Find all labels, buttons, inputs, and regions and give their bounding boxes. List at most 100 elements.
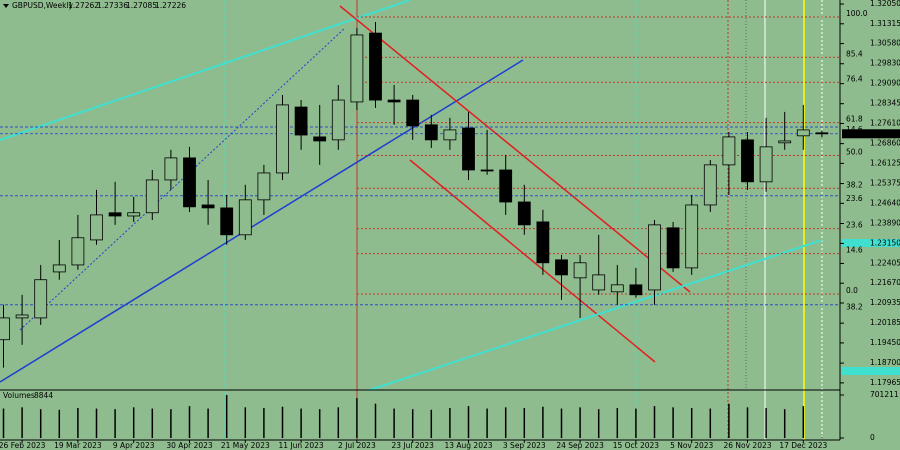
fib-label: 76.4 [846, 74, 863, 83]
y-tick-label: 1.29090 [870, 79, 900, 88]
fib-label: 50.0 [846, 147, 863, 156]
y-tick-label: 1.25375 [870, 179, 900, 188]
header: GBPUSD,Weekly 1.27262 1.27336 1.27085 1.… [3, 1, 186, 400]
candle-body [331, 99, 345, 141]
candle-body [462, 127, 475, 171]
fib-label: 38.2 [846, 180, 863, 189]
fib-label: 23.6 [846, 221, 863, 230]
trend-line [0, 59, 524, 383]
candle-body [294, 106, 308, 136]
y-tick-label: 1.20185 [870, 318, 900, 327]
candle-body [610, 284, 624, 293]
candle-body [313, 136, 327, 142]
candle-body [685, 204, 699, 269]
current-price-box [842, 129, 900, 139]
candle-body [52, 264, 66, 273]
candle-body [220, 207, 234, 236]
close-value: 1.27226 [155, 1, 186, 10]
y-tick-label: 1.22405 [870, 258, 900, 267]
candle-body [555, 259, 568, 276]
candle-body [778, 140, 792, 144]
candle-body [71, 237, 85, 266]
chart-title: GBPUSD,Weekly [12, 1, 74, 10]
candle-body [257, 172, 271, 201]
y-tick-label: 1.31315 [870, 19, 900, 28]
drawings [0, 0, 900, 440]
candle-body [387, 99, 401, 103]
menu-icon [3, 4, 9, 8]
volume-value: 8844 [34, 391, 53, 400]
fib-label: 100.0 [846, 9, 868, 18]
candle-body [480, 169, 494, 172]
x-tick-label: 21 May 2023 [221, 441, 270, 450]
x-tick-label: 5 Nov 2023 [670, 441, 713, 450]
candle-body [201, 204, 215, 209]
x-tick-label: 26 Feb 2023 [0, 441, 46, 450]
candle-body [573, 262, 587, 279]
volume-tick-label: 0 [870, 433, 875, 442]
candle-body [108, 212, 122, 217]
fib-label: 61.8 [846, 115, 863, 124]
high-value: 1.27336 [97, 1, 128, 10]
x-tick-label: 11 Jun 2023 [279, 441, 324, 450]
candle-body [815, 132, 829, 135]
channel-line [339, 5, 691, 293]
y-tick-label: 1.21670 [870, 278, 900, 287]
candle-body [499, 169, 513, 203]
candle-body [15, 314, 29, 319]
volume-tick-label: 701211 [870, 390, 899, 399]
candle-body [703, 164, 717, 206]
low-value: 1.27085 [126, 1, 157, 10]
x-tick-label: 23 Jul 2023 [391, 441, 434, 450]
x-tick-label: 9 Apr 2023 [113, 441, 155, 450]
candle-body [666, 227, 680, 269]
candle-body [164, 157, 178, 181]
candle-body [276, 104, 289, 174]
candle-body [592, 274, 606, 291]
candle-body [238, 199, 252, 236]
x-tick-label: 13 Aug 2023 [444, 441, 492, 450]
current-price-label: 1.27226 [870, 129, 900, 138]
candle-body [183, 157, 196, 208]
x-tick-label: 15 Oct 2023 [613, 441, 660, 450]
trend-line [19, 27, 346, 331]
candle-body [796, 129, 810, 137]
y-tick-label: 1.23890 [870, 219, 900, 228]
candle-body [34, 279, 48, 319]
x-tick-label: 24 Sep 2023 [556, 441, 604, 450]
candle-body [369, 32, 382, 101]
trend-line [0, 0, 411, 141]
y-tick-label: 1.17965 [870, 378, 900, 387]
y-tick-label: 1.26860 [870, 139, 900, 148]
y-tick-label: 1.28345 [870, 99, 900, 108]
candle-body [722, 136, 736, 166]
x-tick-label: 30 Apr 2023 [166, 441, 213, 450]
fib-label: 23.6 [846, 194, 863, 203]
y-tick-label: 1.27610 [870, 118, 900, 127]
y-tick-label: 1.32050 [870, 0, 900, 8]
volume-title: Volumes [3, 391, 35, 400]
y-tick-label: 1.23150 [870, 238, 900, 247]
y-tick-label: 1.24640 [870, 198, 900, 207]
candle-body [741, 139, 754, 183]
y-tick-label: 1.30580 [870, 39, 900, 48]
candle-body [443, 129, 457, 141]
y-tick-label: 1.19450 [870, 338, 900, 347]
price-marker [842, 239, 900, 247]
candle-body [536, 221, 550, 264]
candle-body [0, 317, 10, 341]
x-tick-label: 17 Dec 2023 [779, 441, 827, 450]
candle-body [90, 214, 103, 241]
fib-label: 14.6 [846, 246, 863, 255]
fib-label: 38.2 [846, 303, 863, 312]
y-tick-label: 1.29830 [870, 59, 900, 68]
x-tick-label: 26 Nov 2023 [723, 441, 771, 450]
candle-body [145, 179, 159, 214]
candle-body [517, 201, 531, 226]
open-value: 1.27262 [68, 1, 99, 10]
x-tick-label: 2 Jul 2023 [338, 441, 376, 450]
candle-body [406, 99, 420, 127]
